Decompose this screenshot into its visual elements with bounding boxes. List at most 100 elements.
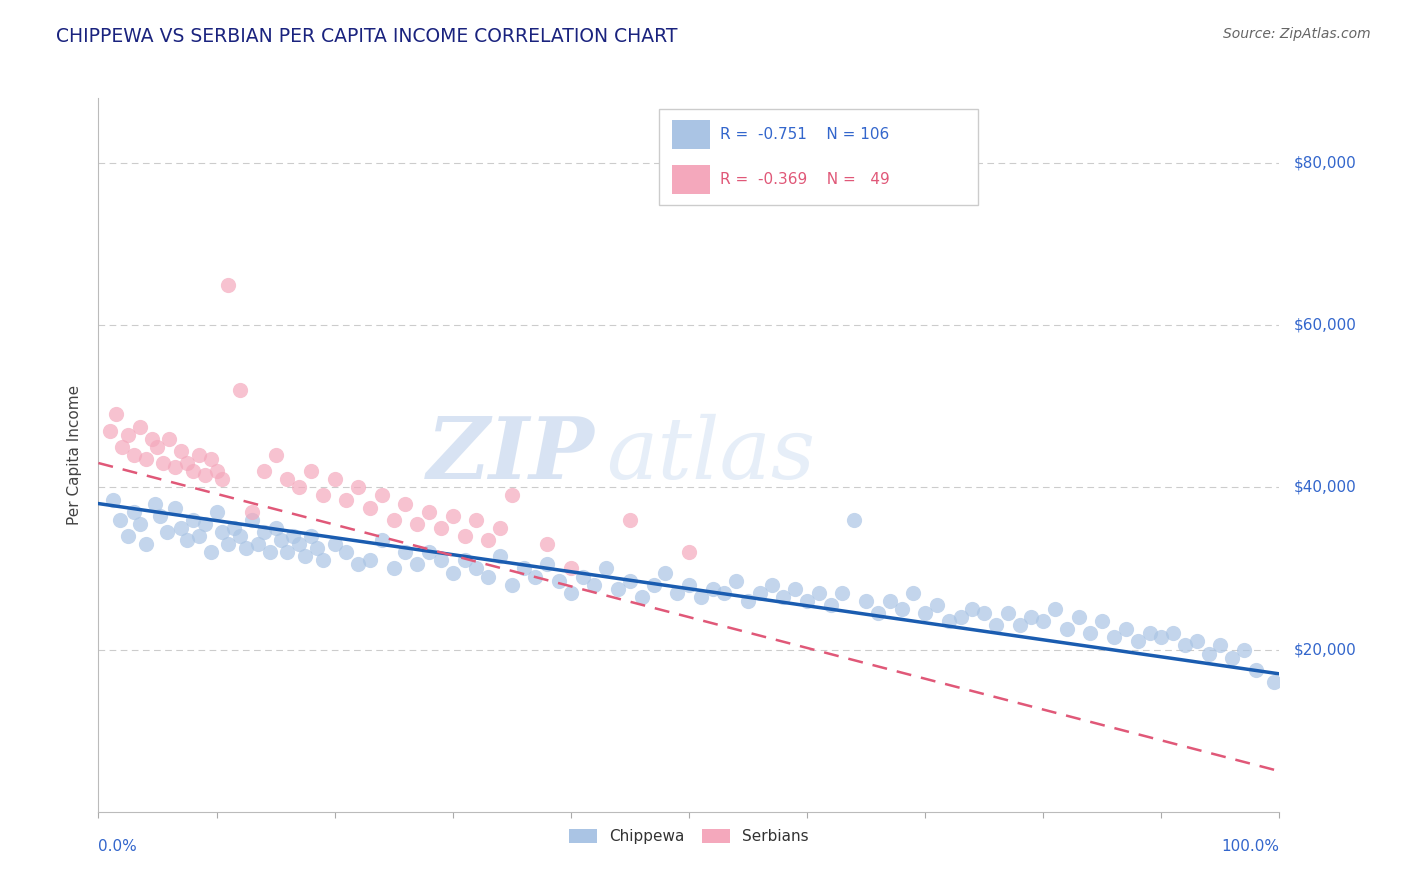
- Point: [702, 582, 724, 596]
- Text: $20,000: $20,000: [1294, 642, 1357, 657]
- Point: [128, 419, 150, 434]
- Point: [890, 602, 912, 616]
- Point: [785, 582, 807, 596]
- Point: [181, 464, 204, 478]
- Point: [595, 561, 617, 575]
- Point: [205, 464, 228, 478]
- Point: [149, 508, 172, 523]
- Point: [465, 561, 488, 575]
- Point: [406, 516, 429, 531]
- Text: 100.0%: 100.0%: [1222, 839, 1279, 855]
- Point: [807, 586, 830, 600]
- Point: [725, 574, 748, 588]
- Point: [157, 432, 180, 446]
- Point: [1150, 631, 1173, 645]
- Point: [748, 586, 770, 600]
- Point: [288, 480, 311, 494]
- Point: [194, 516, 217, 531]
- Point: [170, 521, 193, 535]
- Point: [1126, 634, 1149, 648]
- Point: [607, 582, 630, 596]
- Point: [235, 541, 257, 556]
- Point: [844, 513, 866, 527]
- Point: [1220, 650, 1243, 665]
- Point: [925, 598, 948, 612]
- Point: [879, 594, 901, 608]
- Point: [200, 545, 222, 559]
- Point: [678, 577, 700, 591]
- Point: [122, 448, 145, 462]
- Point: [501, 488, 523, 502]
- Point: [973, 606, 995, 620]
- Point: [371, 488, 394, 502]
- Point: [299, 464, 322, 478]
- Point: [200, 452, 222, 467]
- Point: [165, 460, 187, 475]
- Point: [276, 472, 298, 486]
- Point: [1185, 634, 1208, 648]
- Point: [713, 586, 735, 600]
- Point: [619, 513, 641, 527]
- Legend: Chippewa, Serbians: Chippewa, Serbians: [562, 823, 815, 850]
- Point: [772, 590, 794, 604]
- Point: [619, 574, 641, 588]
- Point: [371, 533, 394, 547]
- Point: [984, 618, 1007, 632]
- Point: [1032, 614, 1054, 628]
- Point: [453, 529, 475, 543]
- Point: [270, 533, 292, 547]
- Point: [259, 545, 281, 559]
- Point: [441, 508, 464, 523]
- Point: [312, 553, 335, 567]
- Point: [240, 505, 263, 519]
- Text: $40,000: $40,000: [1294, 480, 1357, 495]
- Point: [418, 545, 440, 559]
- Text: CHIPPEWA VS SERBIAN PER CAPITA INCOME CORRELATION CHART: CHIPPEWA VS SERBIAN PER CAPITA INCOME CO…: [56, 27, 678, 45]
- Point: [229, 529, 252, 543]
- Point: [1115, 622, 1137, 636]
- Point: [111, 440, 134, 454]
- Point: [1244, 663, 1267, 677]
- Point: [122, 505, 145, 519]
- Point: [1067, 610, 1090, 624]
- Point: [394, 545, 416, 559]
- Point: [831, 586, 853, 600]
- Point: [382, 513, 405, 527]
- Point: [1198, 647, 1220, 661]
- Point: [246, 537, 269, 551]
- Point: [855, 594, 877, 608]
- Point: [548, 574, 571, 588]
- Point: [101, 492, 124, 507]
- Point: [560, 561, 582, 575]
- Point: [441, 566, 464, 580]
- Point: [264, 448, 287, 462]
- Point: [866, 606, 889, 620]
- Point: [288, 537, 311, 551]
- Point: [152, 456, 174, 470]
- Point: [264, 521, 287, 535]
- Point: [211, 472, 233, 486]
- Point: [654, 566, 676, 580]
- Point: [128, 516, 150, 531]
- Point: [253, 464, 276, 478]
- Point: [146, 440, 169, 454]
- Point: [253, 524, 276, 539]
- Point: [143, 497, 166, 511]
- Point: [689, 590, 711, 604]
- Point: [1043, 602, 1066, 616]
- Point: [1021, 610, 1043, 624]
- Text: $60,000: $60,000: [1294, 318, 1357, 333]
- Point: [571, 569, 593, 583]
- Point: [524, 569, 547, 583]
- Text: $80,000: $80,000: [1294, 155, 1357, 170]
- Point: [187, 448, 209, 462]
- Point: [98, 424, 121, 438]
- Point: [666, 586, 689, 600]
- Point: [1008, 618, 1031, 632]
- Point: [430, 521, 453, 535]
- Point: [323, 472, 346, 486]
- Point: [347, 558, 370, 572]
- Point: [737, 594, 759, 608]
- Point: [359, 500, 381, 515]
- Point: [1080, 626, 1102, 640]
